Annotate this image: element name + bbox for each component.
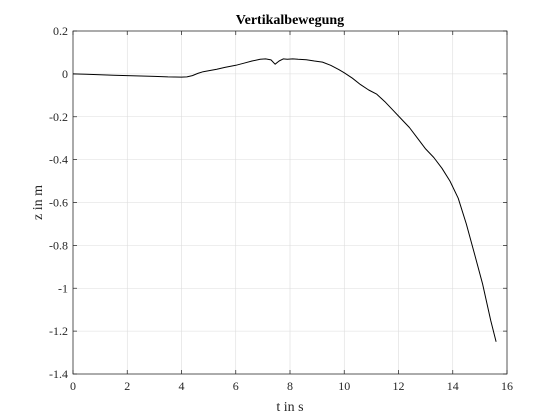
x-tick-label: 16 <box>501 379 513 393</box>
x-tick-label: 0 <box>70 379 76 393</box>
data-series <box>72 58 497 342</box>
x-axis-label: t in s <box>276 400 303 415</box>
y-tick-label: 0.2 <box>53 24 68 38</box>
y-tick-label: -0.8 <box>49 238 68 252</box>
x-tick-label: 8 <box>287 379 293 393</box>
axis-tick-labels: 0 2 4 6 8 10 12 14 16 0.2 0 -0.2 -0.4 -0.6 -0.8 -1 -1.2 -… <box>49 24 513 393</box>
y-tick-label: -0.6 <box>49 196 68 210</box>
y-tick-label: -1.4 <box>49 367 68 381</box>
y-tick-label: -0.4 <box>49 153 68 167</box>
axis-ticks <box>72 30 508 375</box>
series-line <box>72 58 497 342</box>
y-tick-label: -1.2 <box>49 324 68 338</box>
x-tick-label: 12 <box>393 379 405 393</box>
y-tick-label: -1 <box>58 281 68 295</box>
x-tick-label: 2 <box>124 379 130 393</box>
y-axis-label: z in m <box>31 185 46 220</box>
x-tick-label: 10 <box>338 379 350 393</box>
x-tick-label: 4 <box>179 379 185 393</box>
y-tick-label: 0 <box>62 67 68 81</box>
y-tick-label: -0.2 <box>49 110 68 124</box>
x-tick-label: 14 <box>447 379 459 393</box>
x-tick-label: 6 <box>233 379 239 393</box>
chart-title: Vertikalbewegung <box>236 13 344 28</box>
